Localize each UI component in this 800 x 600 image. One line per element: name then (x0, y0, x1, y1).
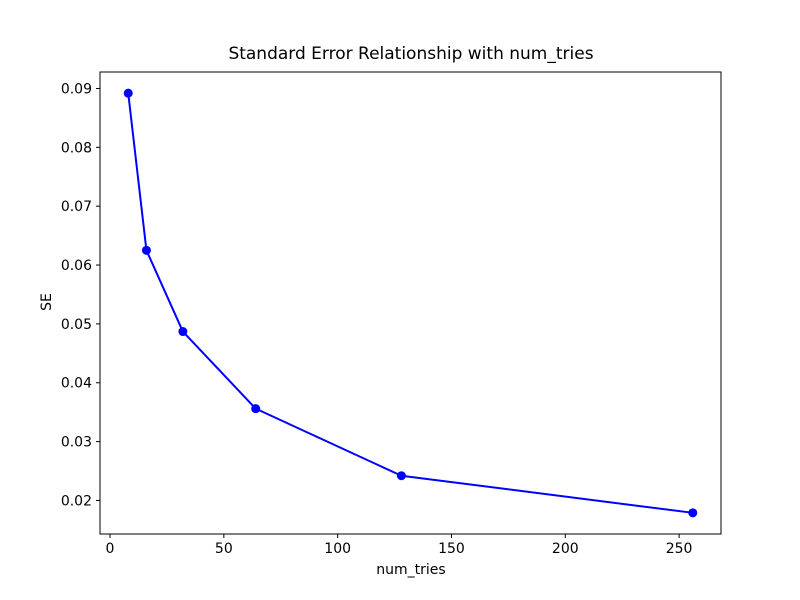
data-point-marker (141, 245, 151, 255)
data-point-marker (396, 471, 406, 481)
x-axis-label: num_tries (376, 562, 446, 578)
y-tick-label: 0.09 (61, 81, 92, 97)
x-tick-label: 0 (106, 541, 115, 557)
y-tick-label: 0.06 (61, 258, 92, 274)
x-tick-label: 250 (666, 541, 693, 557)
data-point-marker (123, 88, 133, 98)
data-point-marker (251, 404, 261, 414)
y-tick-label: 0.02 (61, 493, 92, 509)
chart-title: Standard Error Relationship with num_tri… (228, 44, 594, 64)
y-tick-label: 0.08 (61, 140, 92, 156)
axes-spines (99, 71, 722, 535)
x-tick-label: 200 (552, 541, 579, 557)
data-point-marker (688, 508, 698, 518)
y-tick-label: 0.07 (61, 199, 92, 215)
x-tick-label: 100 (324, 541, 351, 557)
y-tick-label: 0.05 (61, 317, 92, 333)
x-tick-label: 150 (438, 541, 465, 557)
y-tick-label: 0.03 (61, 435, 92, 451)
se-line-series (127, 92, 694, 514)
y-tick-label: 0.04 (61, 376, 92, 392)
data-point-marker (178, 327, 188, 337)
x-tick-label: 50 (215, 541, 233, 557)
y-axis-label: SE (39, 293, 55, 311)
